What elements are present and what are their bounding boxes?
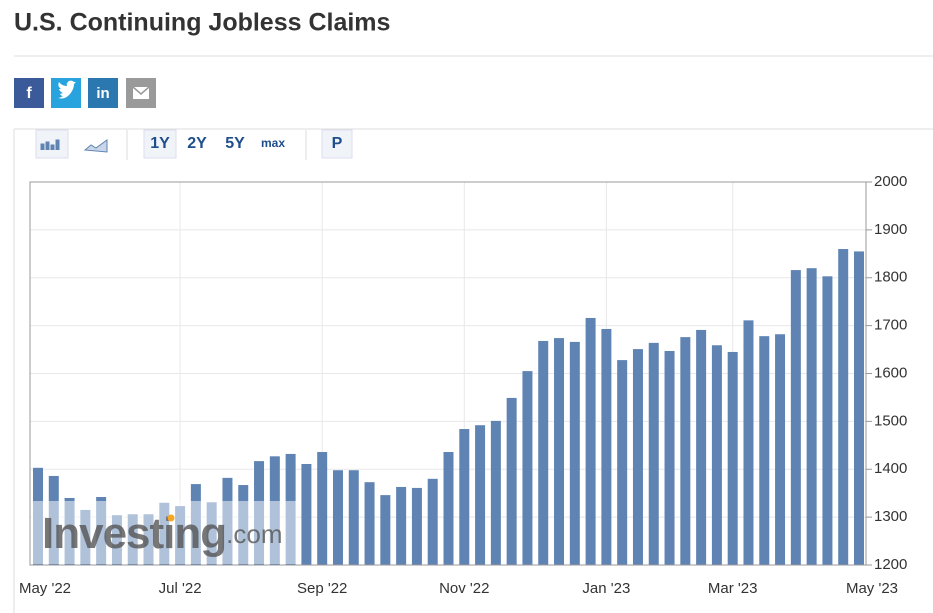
linkedin-button[interactable] bbox=[88, 78, 118, 108]
bar bbox=[664, 350, 675, 565]
facebook-button[interactable] bbox=[14, 78, 44, 108]
y-tick-label: 1200 bbox=[874, 556, 907, 573]
y-tick-label: 1600 bbox=[874, 364, 907, 381]
bar bbox=[822, 276, 833, 565]
bar bbox=[743, 320, 754, 565]
range-button[interactable]: 2Y bbox=[187, 135, 207, 152]
bar bbox=[759, 336, 770, 565]
bar bbox=[617, 360, 628, 565]
y-tick-label: 1500 bbox=[874, 412, 907, 429]
bar bbox=[459, 429, 470, 565]
facebook-icon: f bbox=[26, 85, 32, 102]
print-label[interactable]: P bbox=[332, 135, 343, 152]
range-selected[interactable] bbox=[143, 129, 177, 159]
y-tick-label: 1800 bbox=[874, 269, 907, 286]
plot-border bbox=[29, 181, 867, 566]
bar bbox=[806, 268, 817, 565]
bar bbox=[348, 470, 359, 565]
range-button[interactable]: max bbox=[261, 136, 285, 150]
bar bbox=[301, 463, 312, 565]
bar bbox=[490, 420, 501, 565]
bar bbox=[680, 337, 691, 565]
x-tick-label: May '23 bbox=[846, 580, 898, 597]
x-tick-label: Jan '23 bbox=[582, 580, 630, 597]
line-chart-icon bbox=[83, 139, 108, 153]
bar bbox=[396, 486, 407, 565]
bar bbox=[554, 338, 565, 565]
bar bbox=[632, 349, 643, 565]
bar bbox=[506, 397, 517, 565]
y-tick-label: 1900 bbox=[874, 221, 907, 238]
watermark-dot bbox=[167, 514, 175, 522]
y-tick-label: 1400 bbox=[874, 460, 907, 477]
bar bbox=[711, 345, 722, 565]
bar bbox=[569, 341, 580, 565]
watermark-brand: Investing bbox=[42, 509, 226, 558]
bar bbox=[475, 425, 486, 565]
bar bbox=[601, 328, 612, 565]
y-tick-label: 1700 bbox=[874, 317, 907, 334]
bar bbox=[696, 329, 707, 565]
email-flap bbox=[132, 86, 150, 95]
x-tick-label: Nov '22 bbox=[439, 580, 489, 597]
bar bbox=[522, 371, 533, 565]
x-tick-label: Jul '22 bbox=[159, 580, 202, 597]
print-button[interactable] bbox=[321, 129, 353, 159]
y-tick-label: 1300 bbox=[874, 508, 907, 525]
watermark: Investing.com bbox=[42, 509, 283, 558]
bar bbox=[727, 351, 738, 565]
bar bbox=[648, 342, 659, 565]
bar bbox=[380, 495, 391, 565]
bar bbox=[538, 340, 549, 565]
x-tick-label: Mar '23 bbox=[708, 580, 758, 597]
bar bbox=[411, 487, 422, 565]
bar bbox=[585, 317, 596, 565]
x-tick-label: Sep '22 bbox=[297, 580, 347, 597]
bar bbox=[443, 452, 454, 565]
bar-chart-icon bbox=[40, 139, 60, 150]
bar bbox=[427, 478, 438, 565]
watermark-veil bbox=[31, 501, 297, 564]
bar bbox=[854, 251, 864, 565]
bar bbox=[790, 270, 801, 565]
linkedin-icon: in bbox=[96, 85, 109, 102]
bar bbox=[775, 334, 786, 565]
twitter-icon bbox=[58, 80, 76, 99]
bar bbox=[332, 470, 343, 565]
bar bbox=[838, 249, 849, 565]
page-title: U.S. Continuing Jobless Claims bbox=[14, 9, 390, 37]
bar bbox=[364, 482, 375, 565]
watermark-suffix: .com bbox=[226, 519, 282, 549]
bar bbox=[317, 452, 328, 565]
range-button[interactable]: 5Y bbox=[225, 135, 245, 152]
y-tick-label: 2000 bbox=[874, 173, 907, 190]
x-tick-label: May '22 bbox=[19, 580, 71, 597]
range-button[interactable]: 1Y bbox=[150, 135, 170, 152]
